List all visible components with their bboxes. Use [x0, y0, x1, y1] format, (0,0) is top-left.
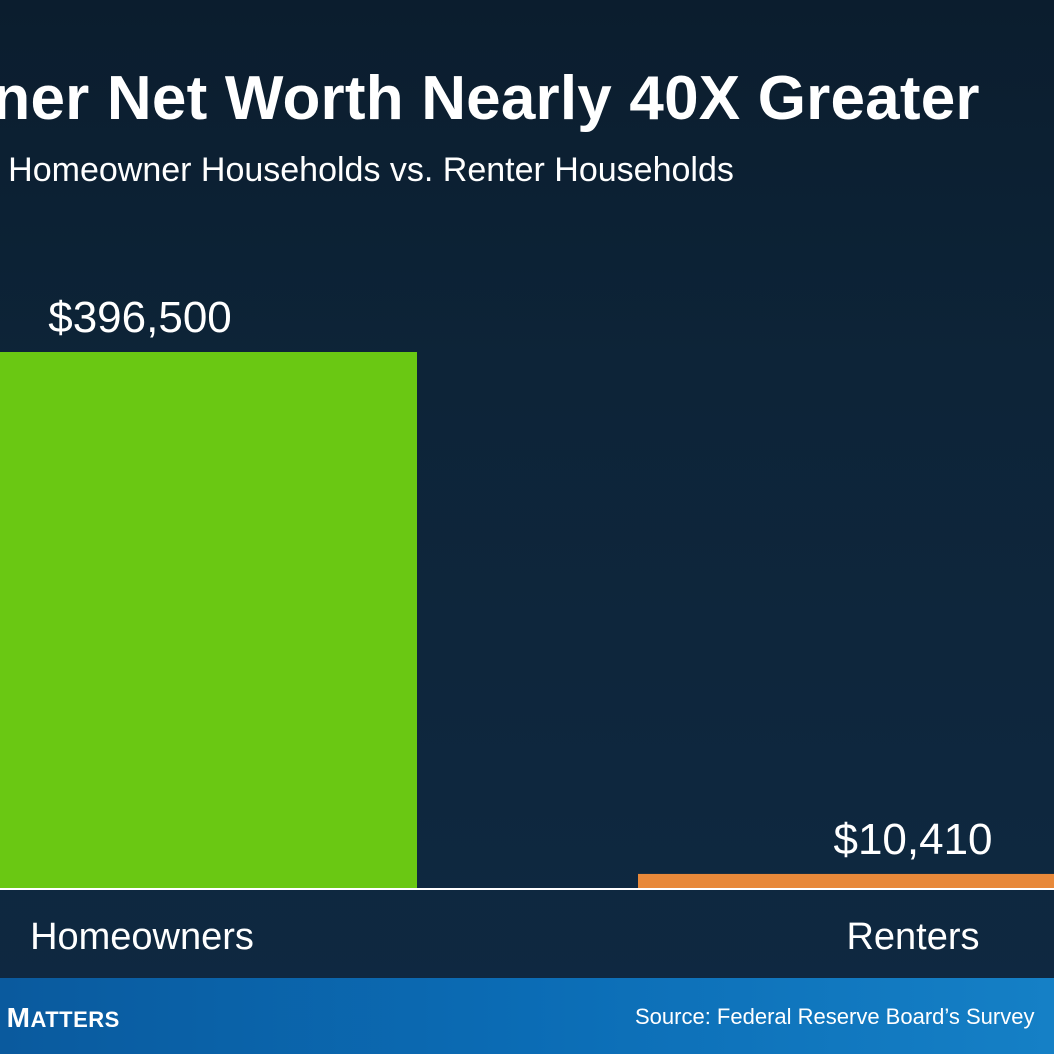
bar-renters [638, 873, 1054, 888]
brand-text-first: NT [0, 1002, 7, 1033]
chart-subtitle: n of Homeowner Households vs. Renter Hou… [0, 151, 734, 189]
brand-text-rest: ATTERS [30, 1007, 120, 1032]
value-label-renters: $10,410 [833, 815, 992, 864]
source-note: Source: Federal Reserve Board’s Survey [635, 1004, 1035, 1029]
category-label-homeowners: Homeowners [30, 916, 254, 958]
value-label-homeowners: $396,500 [48, 293, 232, 342]
category-label-renters: Renters [846, 916, 979, 958]
bar-homeowners [0, 352, 417, 888]
brand-text-big-m: M [6, 1002, 31, 1033]
chart-title: wner Net Worth Nearly 40X Greater [0, 64, 980, 133]
bar-chart: $396,500 Homeowners $10,410 Renters [0, 293, 1054, 958]
footer-bar: NT MATTERS Source: Federal Reserve Board… [0, 978, 1054, 1054]
brand-logo-text: NT MATTERS [0, 1004, 120, 1032]
